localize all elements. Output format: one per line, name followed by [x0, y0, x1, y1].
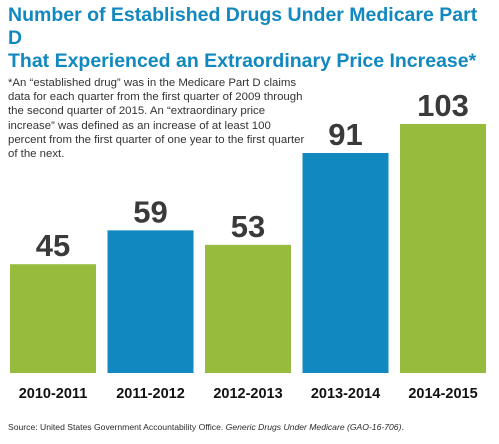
data-label-2014-2015: 103: [417, 88, 469, 123]
bar-2013-2014: [302, 153, 389, 373]
bar-2014-2015: [400, 124, 486, 373]
chart-title: Number of Established Drugs Under Medica…: [8, 4, 496, 73]
source-title: Generic Drugs Under Medicare (GAO-16-706…: [225, 422, 402, 432]
bar-2010-2011: [10, 264, 96, 373]
data-label-2013-2014: 91: [328, 117, 362, 152]
category-label-2014-2015: 2014-2015: [408, 386, 477, 402]
chart-footnote: *An “established drug” was in the Medica…: [8, 77, 305, 161]
category-label-2010-2011: 2010-2011: [19, 386, 88, 402]
source-citation: Source: United States Government Account…: [8, 422, 496, 432]
category-label-2013-2014: 2013-2014: [311, 386, 380, 402]
chart-title-line-2: That Experienced an Extraordinary Price …: [8, 50, 477, 72]
source-suffix: .: [401, 422, 404, 432]
category-label-2011-2012: 2011-2012: [116, 386, 185, 402]
category-label-2012-2013: 2012-2013: [213, 386, 282, 402]
bar-2012-2013: [205, 244, 291, 373]
chart-title-line-1: Number of Established Drugs Under Medica…: [8, 4, 478, 49]
source-prefix: Source: United States Government Account…: [8, 422, 226, 432]
bar-2011-2012: [107, 230, 194, 373]
data-label-2010-2011: 45: [36, 228, 70, 263]
data-label-2011-2012: 59: [133, 194, 167, 229]
data-label-2012-2013: 53: [231, 209, 265, 244]
